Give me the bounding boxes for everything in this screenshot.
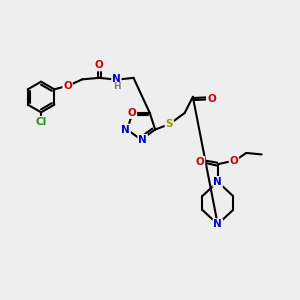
Text: O: O — [230, 156, 238, 166]
Text: H: H — [113, 82, 121, 91]
Text: Cl: Cl — [35, 117, 47, 127]
Text: N: N — [213, 177, 222, 187]
Text: N: N — [138, 135, 147, 145]
Text: O: O — [196, 157, 204, 167]
Text: N: N — [213, 219, 222, 229]
Text: O: O — [128, 108, 136, 118]
Text: O: O — [95, 61, 104, 70]
Text: O: O — [207, 94, 216, 103]
Text: N: N — [112, 74, 121, 84]
Text: S: S — [166, 119, 173, 129]
Text: O: O — [63, 81, 72, 91]
Text: N: N — [121, 124, 130, 134]
